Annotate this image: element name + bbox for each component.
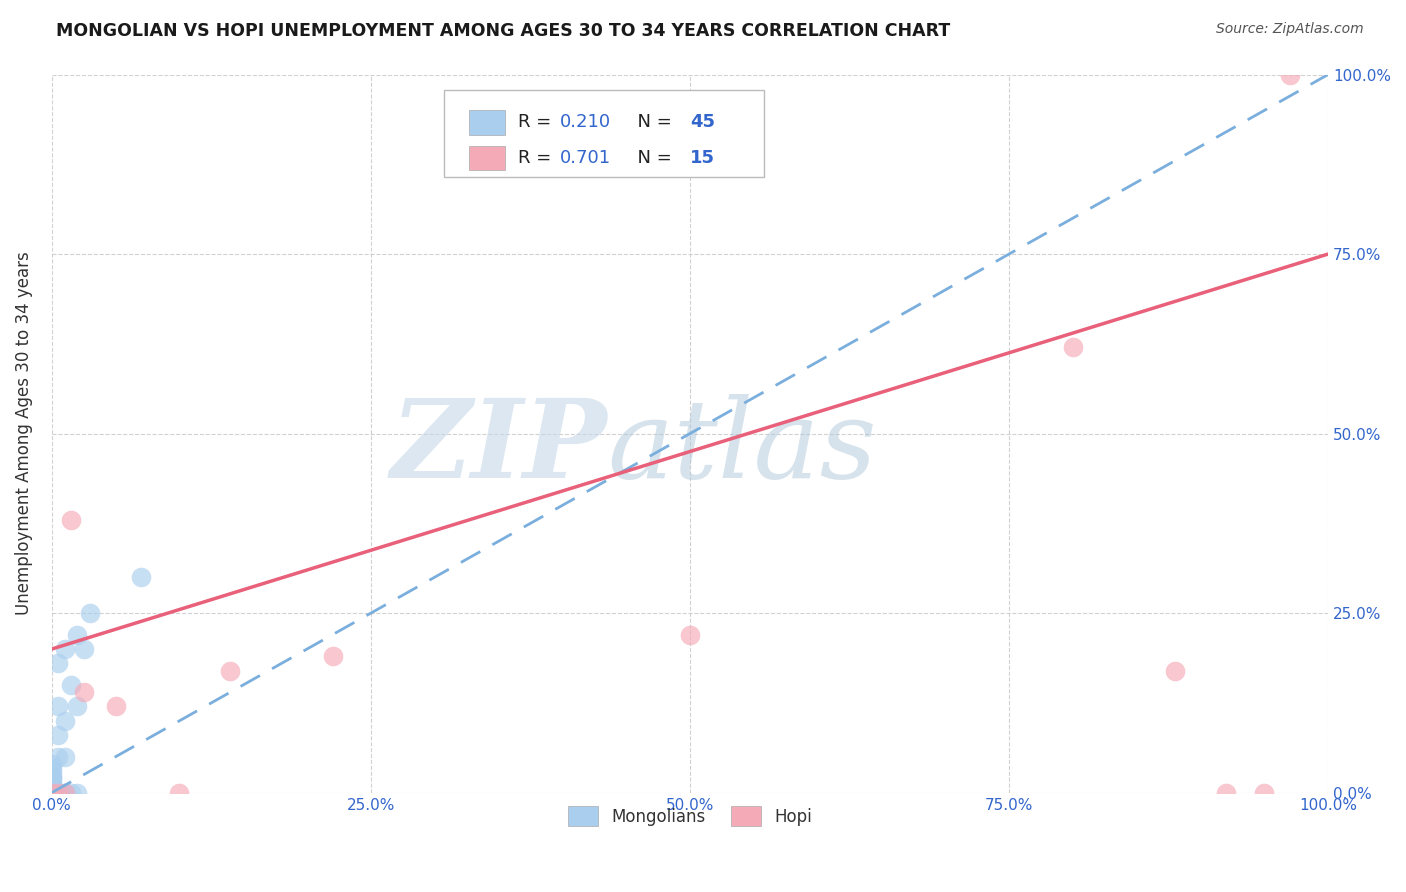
Point bbox=[66, 699, 89, 714]
Point bbox=[41, 786, 63, 800]
Legend: Mongolians, Hopi: Mongolians, Hopi bbox=[560, 797, 820, 835]
Text: N =: N = bbox=[626, 149, 678, 167]
Point bbox=[41, 786, 63, 800]
Point bbox=[41, 786, 63, 800]
Point bbox=[104, 699, 127, 714]
FancyBboxPatch shape bbox=[470, 145, 505, 170]
Point bbox=[46, 749, 69, 764]
Text: 0.701: 0.701 bbox=[560, 149, 610, 167]
Point bbox=[41, 772, 63, 786]
Point bbox=[1215, 786, 1237, 800]
Point bbox=[169, 786, 191, 800]
Point bbox=[41, 779, 63, 793]
Text: 45: 45 bbox=[690, 113, 714, 131]
Point bbox=[73, 642, 96, 657]
Point bbox=[1253, 786, 1275, 800]
Point bbox=[41, 786, 63, 800]
Point bbox=[41, 786, 63, 800]
Point bbox=[79, 606, 101, 620]
Point bbox=[41, 786, 63, 800]
Point bbox=[41, 786, 63, 800]
Point bbox=[53, 642, 76, 657]
Point bbox=[66, 628, 89, 642]
Point bbox=[41, 786, 63, 800]
Point bbox=[322, 649, 344, 664]
Point bbox=[129, 570, 152, 584]
Point bbox=[53, 714, 76, 728]
Point bbox=[46, 786, 69, 800]
Point bbox=[46, 786, 69, 800]
FancyBboxPatch shape bbox=[444, 90, 763, 178]
Point bbox=[219, 664, 242, 678]
Text: N =: N = bbox=[626, 113, 678, 131]
Point bbox=[66, 786, 89, 800]
Point bbox=[53, 786, 76, 800]
Point bbox=[41, 786, 63, 800]
Point bbox=[46, 786, 69, 800]
Point bbox=[41, 786, 63, 800]
Point bbox=[59, 513, 82, 527]
Y-axis label: Unemployment Among Ages 30 to 34 years: Unemployment Among Ages 30 to 34 years bbox=[15, 252, 32, 615]
Point bbox=[41, 786, 63, 800]
Text: MONGOLIAN VS HOPI UNEMPLOYMENT AMONG AGES 30 TO 34 YEARS CORRELATION CHART: MONGOLIAN VS HOPI UNEMPLOYMENT AMONG AGE… bbox=[56, 22, 950, 40]
Point bbox=[41, 786, 63, 800]
FancyBboxPatch shape bbox=[470, 111, 505, 135]
Text: 0.210: 0.210 bbox=[560, 113, 610, 131]
Text: ZIP: ZIP bbox=[391, 394, 607, 501]
Point bbox=[41, 786, 63, 800]
Point bbox=[41, 764, 63, 778]
Point bbox=[41, 786, 63, 800]
Point bbox=[679, 628, 702, 642]
Point bbox=[46, 657, 69, 671]
Point bbox=[41, 786, 63, 800]
Point bbox=[41, 786, 63, 800]
Point bbox=[53, 749, 76, 764]
Text: R =: R = bbox=[517, 149, 557, 167]
Point bbox=[46, 699, 69, 714]
Point bbox=[1164, 664, 1187, 678]
Point bbox=[41, 760, 63, 774]
Point bbox=[53, 786, 76, 800]
Point bbox=[41, 772, 63, 786]
Point bbox=[41, 767, 63, 781]
Point bbox=[59, 678, 82, 692]
Point bbox=[46, 728, 69, 742]
Point bbox=[1278, 68, 1301, 82]
Text: R =: R = bbox=[517, 113, 557, 131]
Point bbox=[41, 782, 63, 797]
Point bbox=[59, 786, 82, 800]
Point bbox=[41, 756, 63, 771]
Point bbox=[41, 775, 63, 789]
Point bbox=[46, 786, 69, 800]
Text: atlas: atlas bbox=[607, 394, 876, 501]
Text: Source: ZipAtlas.com: Source: ZipAtlas.com bbox=[1216, 22, 1364, 37]
Point bbox=[41, 779, 63, 793]
Point bbox=[53, 786, 76, 800]
Point bbox=[1062, 340, 1084, 354]
Point bbox=[73, 685, 96, 699]
Text: 15: 15 bbox=[690, 149, 714, 167]
